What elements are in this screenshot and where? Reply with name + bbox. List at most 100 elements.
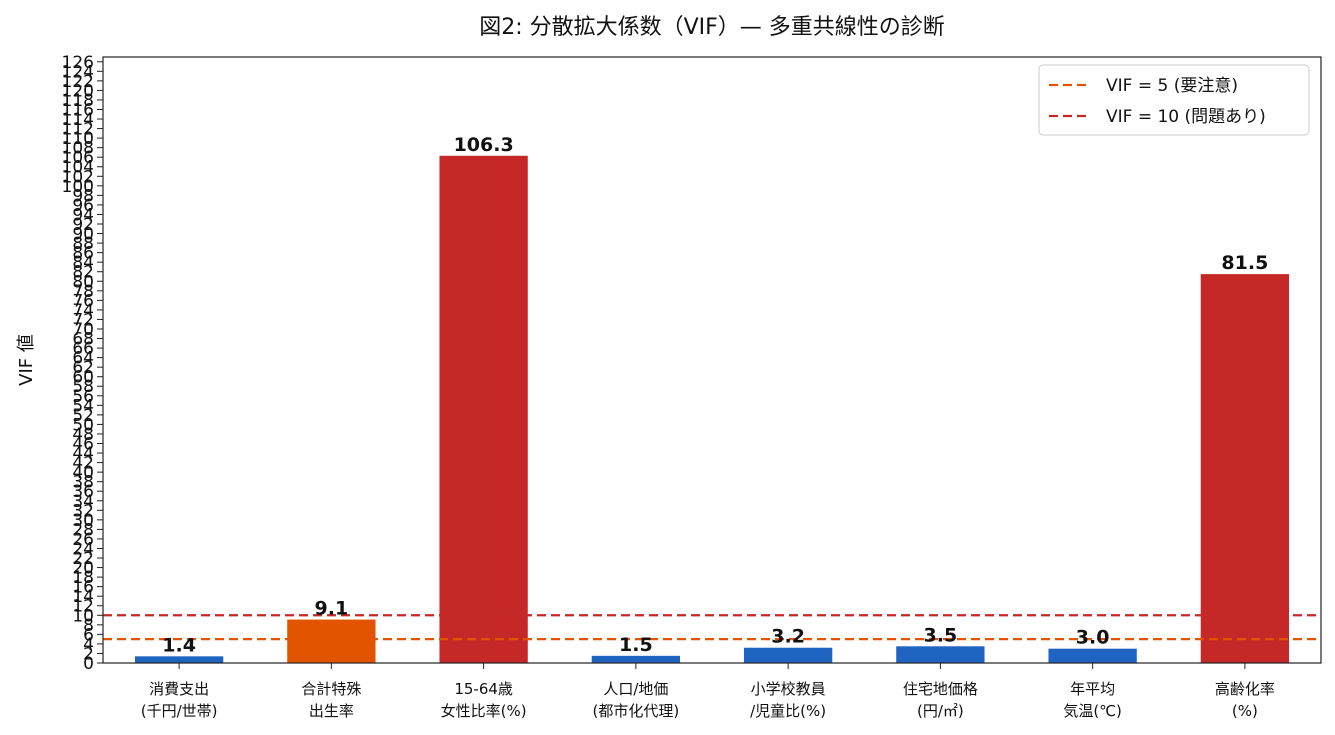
y-tick-label: 86	[72, 244, 94, 264]
y-tick-label: 102	[62, 167, 94, 187]
data-label: 3.5	[924, 624, 958, 646]
y-tick-label: 66	[72, 339, 94, 359]
bar	[1200, 274, 1290, 663]
y-tick-label: 70	[72, 320, 94, 340]
x-tick-label: (都市化代理)	[593, 702, 680, 720]
y-tick-label: 78	[72, 282, 94, 302]
y-tick-label: 44	[72, 444, 94, 464]
y-tick-label: 16	[72, 578, 94, 598]
data-label: 81.5	[1221, 252, 1268, 274]
x-tick-label: 人口/地価	[603, 680, 668, 698]
y-tick-label: 38	[72, 473, 94, 493]
y-tick-label: 54	[72, 396, 94, 416]
y-tick-label: 74	[72, 301, 94, 321]
chart-title: 図2: 分散拡大係数（VIF）— 多重共線性の診断	[479, 15, 945, 40]
data-label: 3.0	[1076, 627, 1110, 649]
data-label: 1.5	[619, 634, 653, 656]
y-tick-label: 64	[72, 349, 94, 369]
y-tick-label: 42	[72, 454, 94, 474]
y-tick-label: 14	[72, 587, 94, 607]
y-tick-label: 120	[62, 81, 94, 101]
y-tick-label: 46	[72, 435, 94, 455]
y-tick-label: 26	[72, 530, 94, 550]
y-tick-label: 72	[72, 310, 94, 330]
y-tick-label: 12	[72, 597, 94, 617]
y-tick-label: 108	[62, 139, 94, 159]
y-tick-label: 84	[72, 253, 94, 273]
reference-lines-layer	[103, 614, 1321, 641]
y-tick-label: 4	[83, 635, 94, 655]
bar	[134, 656, 224, 663]
data-label: 1.4	[162, 634, 196, 656]
plot-frame	[102, 56, 1322, 664]
y-tick-label: 58	[72, 377, 94, 397]
y-tick-label: 94	[72, 205, 94, 225]
x-tick-label: /児童比(%)	[750, 702, 826, 720]
y-tick-label: 0	[83, 654, 94, 674]
x-tick-label: 小学校教員	[751, 680, 826, 698]
bar	[287, 619, 376, 663]
x-tick-label: 高齢化率	[1215, 680, 1275, 698]
x-tick-label: 女性比率(%)	[441, 702, 527, 720]
bar	[439, 155, 528, 663]
y-tick-label: 126	[62, 53, 94, 73]
x-tick-label: 消費支出	[149, 680, 209, 698]
y-tick-label: 56	[72, 387, 94, 407]
data-labels-layer: 1.4 9.1 106.3 1.5 3.2 3.5 3.0 81.5	[162, 134, 1268, 657]
bar	[743, 647, 833, 663]
x-tick-label: 出生率	[309, 702, 354, 720]
y-tick-label: 60	[72, 368, 94, 388]
y-tick-label: 122	[62, 72, 94, 92]
bar	[591, 655, 681, 663]
y-tick-label: 76	[72, 291, 94, 311]
x-tick-label: 年平均	[1070, 680, 1115, 698]
bar	[896, 646, 985, 663]
data-label: 106.3	[454, 134, 514, 156]
y-tick-label: 36	[72, 482, 94, 502]
y-tick-label: 52	[72, 406, 94, 426]
x-tick-label: (%)	[1232, 702, 1258, 720]
y-tick-label: 80	[72, 272, 94, 292]
y-tick-label: 116	[62, 100, 94, 120]
y-tick-label: 90	[72, 225, 94, 245]
y-tick-label: 6	[83, 625, 94, 645]
y-tick-label: 96	[72, 196, 94, 216]
y-tick-label: 68	[72, 330, 94, 350]
y-tick-label: 2	[83, 644, 94, 664]
legend: VIF = 5 (要注意) VIF = 10 (問題あり)	[1038, 64, 1310, 136]
y-tick-label: 32	[72, 501, 94, 521]
y-tick-label: 34	[72, 492, 94, 512]
y-tick-label: 110	[62, 129, 94, 149]
legend-label: VIF = 5 (要注意)	[1106, 76, 1238, 96]
y-tick-label: 92	[72, 215, 94, 235]
y-tick-label: 98	[72, 186, 94, 206]
y-tick-label: 28	[72, 520, 94, 540]
x-tick-label: 気温(℃)	[1063, 702, 1122, 720]
x-tick-label: 15-64歳	[454, 680, 513, 698]
y-tick-label: 18	[72, 568, 94, 588]
y-tick-label: 88	[72, 234, 94, 254]
y-axis: 0246810121416182022242628303234363840424…	[62, 53, 103, 674]
y-tick-label: 114	[62, 110, 94, 130]
data-label: 3.2	[771, 626, 805, 648]
x-tick-label: 住宅地価格	[903, 680, 978, 698]
y-tick-label: 106	[62, 148, 94, 168]
y-tick-label: 112	[62, 120, 94, 140]
y-tick-label: 62	[72, 358, 94, 378]
y-tick-label: 30	[72, 511, 94, 531]
y-tick-label: 8	[83, 616, 94, 636]
y-tick-label: 104	[62, 158, 94, 178]
y-tick-label: 124	[62, 62, 94, 82]
y-tick-label: 82	[72, 263, 94, 283]
y-tick-label: 20	[72, 559, 94, 579]
bar	[1048, 648, 1137, 663]
y-axis-label: VIF 値	[16, 334, 37, 386]
y-tick-label: 118	[62, 91, 94, 111]
y-tick-label: 48	[72, 425, 94, 445]
bars-layer	[134, 155, 1290, 663]
x-tick-label: (円/㎡)	[917, 702, 964, 720]
data-label: 9.1	[315, 598, 349, 620]
y-tick-label: 40	[72, 463, 94, 483]
y-tick-label: 24	[72, 539, 94, 559]
